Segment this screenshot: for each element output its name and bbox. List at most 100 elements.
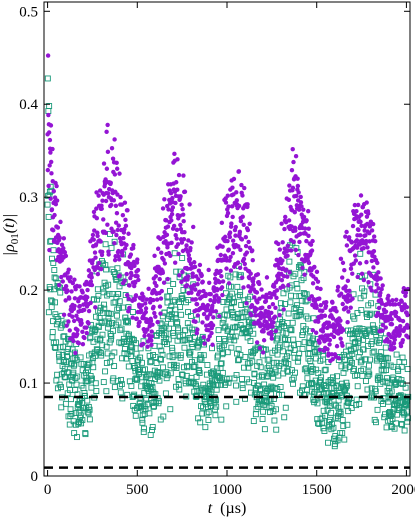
data-point — [149, 342, 154, 348]
data-point — [334, 309, 339, 314]
data-point — [401, 359, 408, 366]
data-point — [227, 234, 233, 240]
data-point — [306, 233, 311, 238]
data-point — [352, 202, 358, 208]
series-layer — [44, 53, 412, 450]
data-point — [290, 146, 295, 152]
y-axis-subscript: 01 — [9, 233, 21, 244]
data-point — [61, 236, 67, 241]
data-point — [163, 218, 169, 223]
data-point — [406, 335, 411, 340]
data-point — [243, 243, 249, 249]
data-point — [268, 295, 274, 300]
data-point — [87, 335, 94, 342]
data-point — [94, 206, 99, 211]
data-point — [264, 398, 271, 405]
data-point — [218, 416, 225, 423]
data-point — [363, 333, 370, 339]
data-point — [171, 250, 178, 257]
data-point — [122, 200, 128, 205]
data-point — [234, 283, 241, 290]
data-point — [378, 349, 385, 356]
data-point — [239, 237, 245, 242]
data-point — [215, 327, 222, 334]
data-point — [52, 275, 59, 282]
data-point — [141, 294, 146, 300]
data-point — [227, 258, 232, 263]
series-0 — [44, 75, 412, 450]
data-point — [210, 368, 217, 375]
data-point — [110, 327, 117, 334]
data-point — [337, 393, 344, 400]
data-point — [70, 314, 75, 319]
data-point — [359, 212, 364, 217]
data-point — [380, 322, 386, 328]
data-point — [117, 389, 124, 396]
data-point — [149, 334, 155, 339]
data-point — [45, 167, 51, 173]
data-point — [241, 256, 247, 262]
data-point — [139, 416, 146, 423]
data-point — [360, 366, 367, 373]
data-point — [173, 200, 178, 206]
data-point — [295, 183, 301, 189]
data-point — [79, 321, 84, 326]
data-point — [65, 288, 70, 293]
data-point — [62, 400, 69, 407]
data-point — [171, 352, 178, 359]
data-point — [254, 290, 260, 295]
data-point — [108, 180, 113, 185]
data-point — [143, 301, 148, 306]
data-point — [111, 349, 118, 356]
data-point — [197, 419, 204, 426]
data-point — [66, 340, 73, 347]
data-point — [289, 319, 296, 326]
data-point — [346, 235, 352, 240]
data-point — [155, 398, 162, 405]
data-point — [378, 276, 383, 281]
data-point — [126, 231, 131, 236]
y-axis-label: |ρ01(t)| — [1, 214, 21, 257]
data-point — [341, 436, 348, 443]
data-point — [389, 322, 395, 327]
data-point — [60, 279, 65, 284]
data-point — [92, 327, 98, 334]
data-point — [133, 340, 139, 347]
data-point — [160, 206, 166, 211]
data-point — [132, 263, 137, 269]
data-point — [57, 289, 64, 296]
data-point — [210, 342, 215, 347]
data-point — [250, 258, 255, 263]
data-point — [291, 347, 298, 353]
data-point — [115, 192, 120, 197]
data-point — [264, 356, 271, 363]
data-point — [108, 244, 115, 251]
data-point — [207, 280, 212, 285]
data-point — [281, 323, 287, 330]
data-point — [387, 339, 392, 344]
data-point — [326, 351, 331, 356]
data-point — [186, 238, 191, 243]
data-point — [147, 359, 154, 366]
data-point — [327, 416, 334, 423]
data-point — [58, 404, 65, 411]
data-point — [117, 273, 122, 278]
data-point — [203, 291, 209, 297]
data-point — [178, 194, 183, 199]
data-point — [271, 417, 278, 424]
data-point — [247, 289, 253, 294]
data-point — [236, 244, 241, 249]
data-point — [158, 311, 163, 316]
data-point — [51, 274, 58, 281]
data-point — [207, 400, 214, 406]
data-point — [101, 305, 108, 312]
y-axis-variable: |ρ — [1, 244, 18, 256]
data-point — [335, 288, 340, 293]
data-point — [51, 228, 56, 233]
data-point — [112, 241, 117, 246]
data-point — [195, 327, 200, 332]
data-point — [197, 262, 203, 268]
data-point — [118, 325, 125, 332]
data-point — [320, 308, 325, 314]
